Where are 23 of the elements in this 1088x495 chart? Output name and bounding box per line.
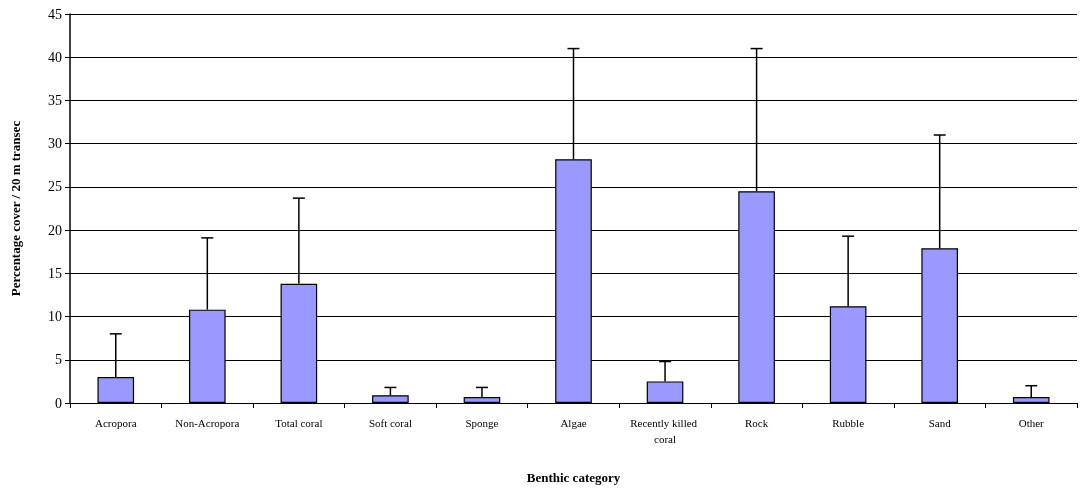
x-tick-label: Non-Acropora [175, 417, 240, 429]
y-tick-label: 0 [55, 395, 62, 411]
x-tick-label: Sand [928, 417, 952, 429]
y-axis-title: Percentage cover / 20 m transec [8, 120, 23, 297]
y-tick-label: 45 [48, 6, 62, 22]
x-tick-label: Algae [560, 417, 587, 429]
x-axis-title: Benthic category [526, 470, 621, 485]
x-tick-label: Rubble [832, 417, 865, 429]
x-tick-label: Sponge [465, 417, 499, 429]
x-tick-label: Recently killed coral [630, 417, 700, 445]
y-tick-label: 20 [48, 222, 62, 238]
y-tick-label: 25 [48, 179, 62, 195]
y-tick-label: 15 [48, 265, 62, 281]
y-tick-label: 35 [48, 92, 62, 108]
y-tick-label: 40 [48, 49, 62, 65]
y-tick-label: 5 [55, 352, 62, 368]
x-tick-label: Total coral [275, 417, 323, 429]
y-tick-label: 30 [48, 136, 62, 152]
x-tick-label: Rock [744, 417, 769, 429]
y-tick-label: 10 [48, 309, 62, 325]
x-tick-label: Acropora [95, 417, 137, 429]
x-tick-label: Other [1018, 417, 1045, 429]
x-tick-label: Soft coral [368, 417, 412, 429]
